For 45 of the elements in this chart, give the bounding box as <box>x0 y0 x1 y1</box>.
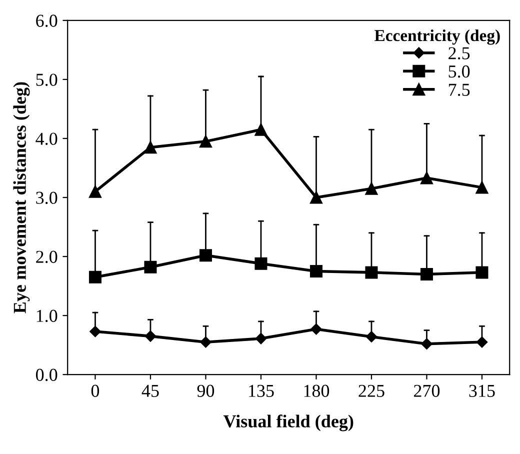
y-axis-title: Eye movement distances (deg) <box>13 82 30 314</box>
x-tick-label: 90 <box>197 384 214 397</box>
x-tick-label: 270 <box>414 384 440 397</box>
point <box>90 326 101 338</box>
legend-title: Eccentricity (deg) <box>374 29 500 45</box>
point <box>365 182 378 195</box>
legend-label: 7.5 <box>448 84 470 96</box>
x-tick-label: 180 <box>304 384 330 397</box>
point <box>88 185 102 198</box>
legend-label: 2.5 <box>448 47 470 60</box>
point <box>365 266 378 279</box>
x-tick-label: 225 <box>358 384 384 397</box>
y-tick-label: 5.0 <box>36 74 58 86</box>
point <box>199 249 212 262</box>
x-tick-label: 0 <box>91 384 100 397</box>
y-tick-label: 4.0 <box>36 132 58 145</box>
point <box>144 260 157 274</box>
point <box>420 268 433 280</box>
legend-label: 5.0 <box>448 65 470 78</box>
x-tick-label: 315 <box>469 384 495 397</box>
y-tick-label: 2.0 <box>36 250 58 264</box>
y-tick-label: 6.0 <box>36 14 58 27</box>
point <box>476 266 488 279</box>
point <box>476 181 488 194</box>
point <box>200 336 212 348</box>
point <box>255 332 267 344</box>
y-tick-label: 1.0 <box>36 310 58 322</box>
point <box>88 270 102 284</box>
x-tick-label: 135 <box>249 384 274 397</box>
y-tick-label: 3.0 <box>36 192 58 204</box>
point <box>199 135 212 148</box>
point <box>366 331 378 342</box>
point <box>254 257 268 270</box>
point <box>421 338 432 350</box>
point <box>476 336 488 348</box>
x-axis-title: Visual field (deg) <box>223 414 354 432</box>
point <box>254 123 268 136</box>
point <box>310 324 322 335</box>
x-tick-label: 45 <box>142 384 159 397</box>
point <box>144 330 156 342</box>
point <box>310 191 322 204</box>
y-tick-label: 0.0 <box>36 368 58 382</box>
point <box>420 172 433 184</box>
point <box>310 265 322 278</box>
point <box>144 141 157 154</box>
